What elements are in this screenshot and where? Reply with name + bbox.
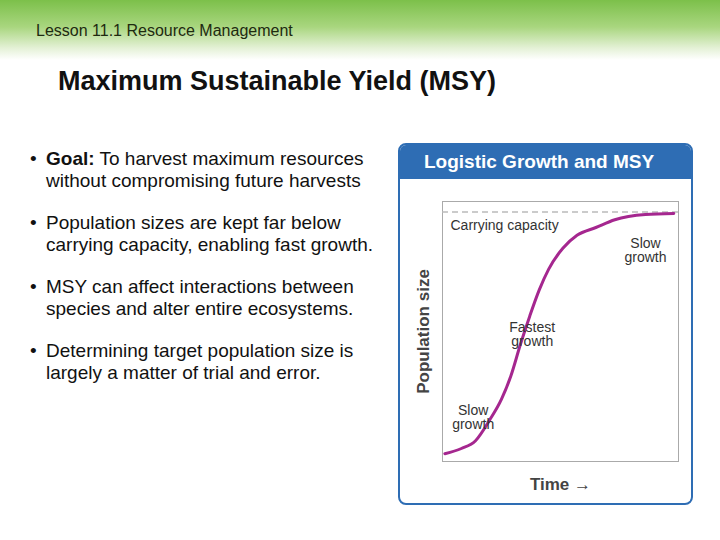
html-text:MSY can affect interactions be: MSY can affect interactions between spec… xyxy=(46,276,354,319)
html-text:Determining target population: Determining target population size is la… xyxy=(46,340,354,383)
svg-text:Slowgrowth: Slowgrowth xyxy=(452,402,494,432)
html-text:Lesson 11.1 Resource Managemen: Lesson 11.1 Resource Management xyxy=(36,22,293,39)
html-text:Logistic Growth and MSY: Logistic Growth and MSY xyxy=(424,151,655,172)
svg-text:Slowgrowth: Slowgrowth xyxy=(624,235,666,265)
svg-text:Fastestgrowth: Fastestgrowth xyxy=(509,319,555,349)
html-text:Goal: To harvest maximum resou: Goal: To harvest maximum resources witho… xyxy=(46,148,364,191)
svg-text:Carrying capacity: Carrying capacity xyxy=(451,217,559,233)
html-text:Population sizes are kept far: Population sizes are kept far below carr… xyxy=(46,212,373,255)
svg-text:Population size: Population size xyxy=(414,269,433,394)
html-text:Maximum Sustainable Yield (MSY: Maximum Sustainable Yield (MSY) xyxy=(58,66,497,96)
svg-text:Time →: Time → xyxy=(530,475,591,494)
